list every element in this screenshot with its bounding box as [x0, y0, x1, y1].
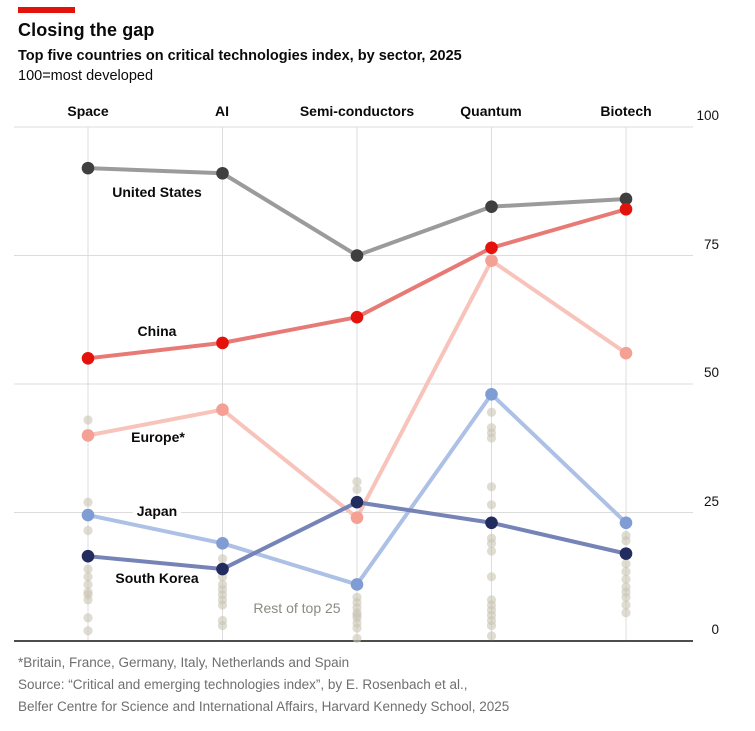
series-dot-japan-2: [350, 578, 364, 591]
rest-of-top25-dot: [217, 620, 228, 631]
x-category-quantum: Quantum: [460, 103, 522, 119]
series-label-south-korea: South Korea: [115, 570, 199, 586]
chart-unit-note: 100=most developed: [18, 68, 154, 84]
rest-of-top25-dot: [217, 600, 228, 610]
rest-of-top25-dot: [486, 620, 497, 631]
rest-of-top25-dot: [486, 482, 497, 492]
rest-of-top25-dot: [486, 538, 497, 548]
x-category-ai: AI: [215, 103, 229, 119]
footnote-source-2: Belfer Centre for Science and Internatio…: [18, 699, 510, 714]
rest-of-top25-dot: [621, 574, 631, 584]
series-dot-europe-0: [81, 429, 95, 442]
rest-of-top25-dot: [621, 559, 631, 569]
series-dot-japan-0: [81, 508, 95, 522]
rest-of-top25-dot: [486, 546, 497, 556]
footnote-source-1: Source: “Critical and emerging technolog…: [18, 677, 468, 692]
x-category-semiconductors: Semi-conductors: [299, 103, 415, 119]
chart-subtitle: Top five countries on critical technolog…: [18, 48, 462, 64]
series-dot-south-korea-3: [485, 516, 498, 530]
series-label-united-states: United States: [112, 184, 202, 200]
series-dot-europe-1: [216, 403, 229, 417]
rest-of-top25-dot: [621, 608, 631, 618]
rest-of-top25-dot: [621, 536, 631, 546]
chart-title: Closing the gap: [18, 20, 155, 40]
rest-of-top25-dot: [352, 623, 362, 633]
series-dot-europe-4: [619, 346, 633, 360]
rest-of-top25-dot: [83, 613, 93, 623]
series-dot-china-2: [350, 310, 364, 324]
series-dot-united-states-0: [81, 161, 95, 175]
rest-of-top25-dot: [486, 572, 497, 582]
rest-of-top25-dot: [352, 477, 362, 487]
x-category-biotech: Biotech: [600, 103, 652, 119]
rest-of-top25-dot: [486, 631, 497, 641]
rest-of-top25-dot: [486, 500, 497, 510]
rest-of-top25-dot: [621, 600, 631, 610]
rest-of-top25-dot: [83, 497, 93, 507]
x-category-space: Space: [67, 103, 109, 119]
rest-of-top25-dot: [486, 407, 497, 417]
series-dot-united-states-2: [350, 249, 364, 262]
series-label-europe: Europe*: [131, 429, 185, 445]
series-dot-south-korea-1: [216, 562, 229, 576]
series-label-japan: Japan: [132, 503, 182, 519]
y-tick-75: 75: [703, 237, 719, 252]
series-dot-china-3: [485, 241, 498, 255]
series-dot-china-1: [216, 336, 229, 350]
series-dot-south-korea-0: [81, 549, 95, 563]
rest-of-top25-dot: [83, 626, 93, 636]
series-dot-japan-3: [485, 387, 498, 401]
rest-of-top25-dot: [83, 525, 93, 536]
series-dot-united-states-4: [619, 192, 633, 206]
series-dot-europe-2: [350, 511, 364, 524]
rest-of-top25-dot: [621, 567, 631, 577]
rest-of-top25-label: Rest of top 25: [253, 600, 341, 616]
rest-of-top25-dot: [83, 579, 93, 590]
series-dot-japan-1: [216, 537, 229, 550]
y-tick-100: 100: [696, 108, 719, 123]
footnotes: *Britain, France, Germany, Italy, Nether…: [18, 652, 509, 718]
accent-bar: [18, 7, 75, 13]
series-dot-south-korea-2: [350, 495, 364, 509]
footnote-asterisk: *Britain, France, Germany, Italy, Nether…: [18, 655, 350, 670]
series-label-china: China: [137, 323, 177, 339]
rest-of-top25-dot: [621, 592, 631, 602]
y-tick-25: 25: [703, 494, 719, 509]
y-tick-50: 50: [703, 365, 719, 380]
rest-of-top25-dot: [83, 595, 93, 605]
rest-of-top25-dot: [352, 484, 362, 494]
rest-of-top25-dot: [217, 554, 228, 564]
y-tick-0: 0: [711, 622, 719, 637]
series-dot-united-states-3: [485, 200, 498, 213]
rest-of-top25-dot: [486, 433, 497, 443]
series-dot-china-0: [81, 352, 95, 365]
rest-of-top25-dot: [352, 633, 362, 644]
rest-of-top25-dot: [83, 564, 93, 574]
rest-of-top25-dot: [83, 415, 93, 425]
series-dot-japan-4: [619, 516, 633, 530]
series-dot-china-4: [619, 202, 633, 216]
series-dot-europe-3: [485, 254, 498, 267]
rest-of-top25-dot: [83, 572, 93, 582]
series-dot-united-states-1: [216, 166, 229, 180]
series-dot-south-korea-4: [619, 547, 633, 560]
